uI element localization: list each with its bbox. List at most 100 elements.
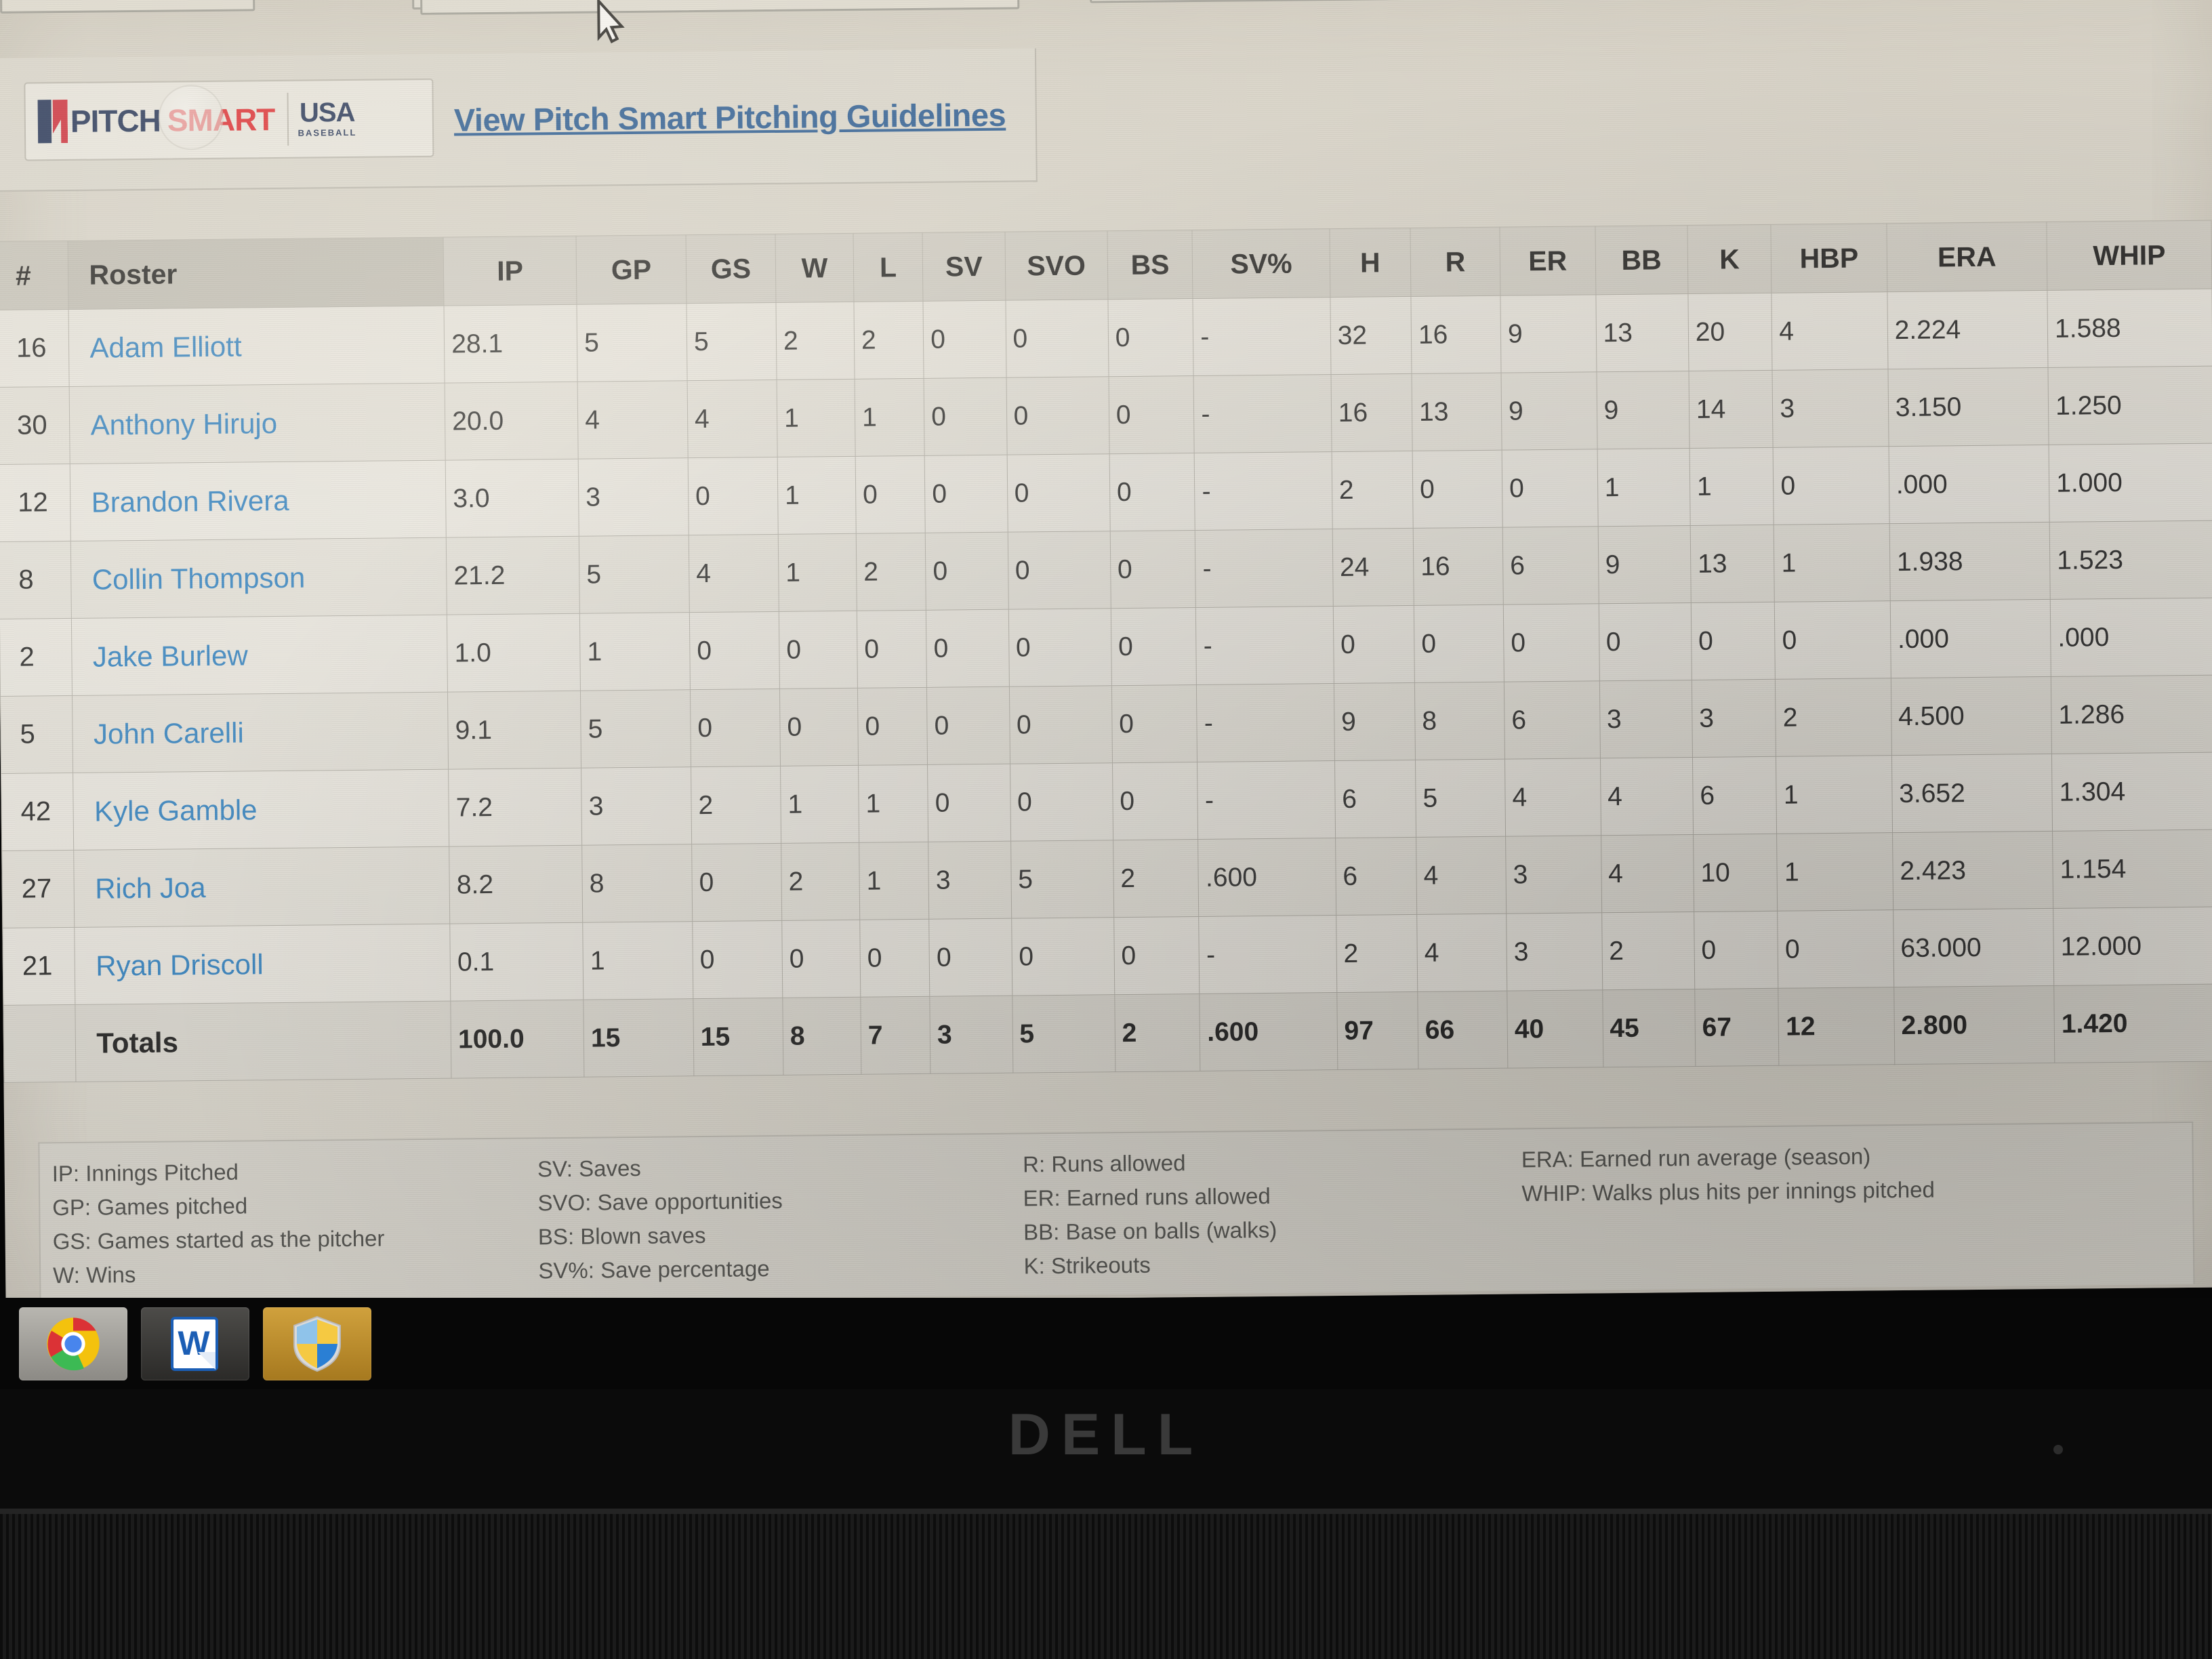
pitch-smart-guidelines-link[interactable]: View Pitch Smart Pitching Guidelines: [453, 96, 1006, 138]
top-box-3: [419, 0, 1020, 15]
stat-ip: 7.2: [448, 768, 582, 847]
stat-svo: 0: [1008, 685, 1113, 764]
column-header-number[interactable]: #: [0, 241, 69, 310]
stat-r: 8: [1414, 682, 1505, 760]
stat-bs: 0: [1113, 916, 1200, 995]
stat-k: 0: [1694, 911, 1779, 989]
player-jersey-number: 42: [1, 773, 75, 851]
column-header-svo[interactable]: SVO: [1004, 230, 1108, 301]
stat-gs: 0: [688, 457, 779, 535]
column-header-hbp[interactable]: HBP: [1771, 223, 1887, 293]
player-name-link[interactable]: Adam Elliott: [89, 330, 242, 364]
stat-svp: -: [1194, 451, 1332, 531]
player-name-cell: Adam Elliott: [68, 306, 445, 387]
stat-ip: 20.0: [445, 382, 579, 461]
legend-item: SVO: Save opportunities: [537, 1188, 783, 1216]
totals-blank: [3, 1004, 77, 1083]
totals-k: 67: [1694, 988, 1780, 1067]
column-header-er[interactable]: ER: [1499, 226, 1596, 296]
stat-k: 20: [1687, 293, 1773, 371]
windows-taskbar: W: [0, 1298, 2212, 1389]
player-jersey-number: 5: [0, 695, 74, 774]
column-header-gp[interactable]: GP: [576, 234, 687, 305]
stat-er: 9: [1501, 371, 1597, 451]
stat-bs: 0: [1107, 298, 1194, 377]
stat-ip: 9.1: [447, 691, 581, 770]
stat-ip: 1.0: [447, 613, 581, 693]
stat-sv: 0: [927, 764, 1011, 842]
stat-abbreviation-legend: IP: Innings Pitched GP: Games pitched GS: …: [38, 1121, 2195, 1305]
logo-usa-baseball-text: BASEBALL: [298, 127, 357, 138]
totals-r: 66: [1417, 991, 1508, 1069]
stat-hbp: 0: [1773, 446, 1889, 525]
player-name-link[interactable]: Kyle Gamble: [94, 793, 258, 827]
mouse-pointer-icon: [597, 0, 625, 43]
column-header-roster[interactable]: Roster: [68, 237, 445, 310]
stat-whip: .000: [2050, 598, 2212, 677]
stat-ip: 3.0: [445, 459, 579, 538]
logo-pitch-text: PITCH: [70, 102, 161, 139]
column-header-gs[interactable]: GS: [685, 234, 776, 304]
player-name-link[interactable]: Brandon Rivera: [91, 484, 289, 518]
stat-k: 0: [1691, 602, 1776, 680]
legend-item: ER: Earned runs allowed: [1023, 1183, 1271, 1211]
stat-whip: 1.588: [2047, 289, 2212, 368]
stat-w: 2: [775, 302, 855, 380]
pitching-stats-table-wrapper: # Roster IP GP GS W L SV SVO BS SV% H R …: [0, 220, 2212, 1083]
player-name-link[interactable]: John Carelli: [93, 716, 244, 750]
column-header-k[interactable]: K: [1687, 224, 1772, 294]
player-name-link[interactable]: Collin Thompson: [91, 561, 306, 596]
column-header-era[interactable]: ERA: [1886, 222, 2047, 292]
player-name-link[interactable]: Jake Burlew: [92, 638, 248, 673]
stat-svo: 0: [1007, 531, 1111, 610]
column-header-bb[interactable]: BB: [1595, 225, 1688, 295]
stat-gp: 5: [580, 689, 691, 769]
stat-h: 9: [1334, 682, 1416, 761]
stat-h: 16: [1330, 373, 1413, 452]
column-header-whip[interactable]: WHIP: [2047, 220, 2212, 291]
column-header-svpct[interactable]: SV%: [1192, 228, 1330, 299]
column-header-ip[interactable]: IP: [443, 236, 577, 306]
player-name-cell: Ryan Driscoll: [75, 924, 451, 1005]
column-header-r[interactable]: R: [1410, 227, 1500, 297]
stat-whip: 1.304: [2051, 752, 2212, 832]
dell-brand-text: DELL: [1008, 1402, 1204, 1467]
stat-svp: -: [1193, 374, 1332, 453]
column-header-sv[interactable]: SV: [922, 232, 1006, 302]
stat-er: 0: [1502, 449, 1598, 528]
stat-gs: 0: [691, 843, 782, 922]
pitch-smart-logo: PITCH SMART USA BASEBALL: [24, 78, 434, 161]
stat-era: 3.652: [1891, 754, 2053, 833]
stat-h: 6: [1335, 837, 1417, 916]
stat-w: 1: [777, 456, 857, 535]
stat-r: 4: [1416, 836, 1507, 915]
player-name-link[interactable]: Anthony Hirujo: [90, 407, 278, 441]
stat-bs: 0: [1109, 530, 1196, 609]
windows-defender-icon[interactable]: [263, 1307, 371, 1380]
stat-whip: 1.286: [2051, 675, 2212, 754]
stat-r: 13: [1411, 373, 1502, 451]
legend-item: IP: Innings Pitched: [52, 1159, 239, 1187]
stat-era: .000: [1889, 599, 2051, 678]
column-header-bs[interactable]: BS: [1107, 230, 1193, 300]
stat-h: 2: [1331, 451, 1414, 529]
legend-item: W: Wins: [53, 1262, 136, 1288]
player-name-link[interactable]: Ryan Driscoll: [96, 947, 264, 982]
stat-k: 1: [1689, 447, 1774, 526]
monitor-stand-top: [0, 1509, 2212, 1514]
stat-gp: 4: [577, 380, 689, 459]
player-name-link[interactable]: Rich Joa: [94, 871, 206, 905]
word-icon[interactable]: W: [141, 1307, 249, 1380]
legend-column-3: R: Runs allowed ER: Earned runs allowed BB…: [1010, 1143, 1511, 1296]
column-header-w[interactable]: W: [775, 233, 854, 303]
column-header-h[interactable]: H: [1329, 228, 1411, 298]
stat-era: 4.500: [1891, 676, 2052, 756]
legend-item: K: Strikeouts: [1023, 1252, 1151, 1279]
stat-bb: 9: [1597, 525, 1692, 604]
chrome-icon[interactable]: [19, 1307, 127, 1380]
logo-divider: [287, 92, 289, 146]
stat-whip: 12.000: [2053, 907, 2212, 986]
player-jersey-number: 27: [1, 850, 75, 928]
column-header-l[interactable]: L: [853, 232, 924, 302]
